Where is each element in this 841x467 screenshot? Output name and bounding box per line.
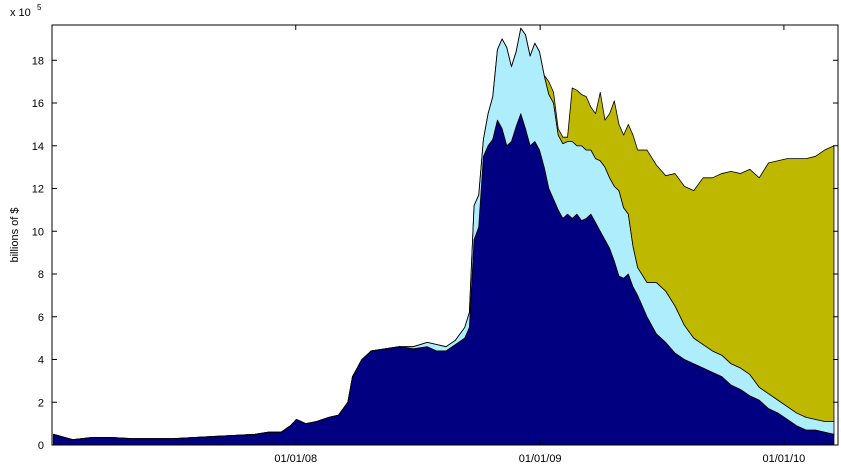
y-tick-label: 12: [32, 184, 44, 196]
x-tick-label: 01/01/09: [519, 453, 562, 465]
y-tick-label: 4: [38, 355, 44, 367]
y-tick-label: 8: [38, 269, 44, 281]
y-tick-label: 16: [32, 98, 44, 110]
y-tick-label: 10: [32, 226, 44, 238]
plot-frame: [51, 24, 839, 446]
x-tick-label: 01/01/10: [762, 453, 805, 465]
y-tick-label: 6: [38, 312, 44, 324]
y-exponent: 5: [37, 3, 42, 12]
y-tick-label: 14: [32, 141, 44, 153]
y-axis-label: billions of $: [9, 207, 21, 262]
y-tick-label: 0: [38, 440, 44, 452]
area: [52, 27, 835, 441]
x-tick-label: 01/01/08: [274, 453, 317, 465]
y-tick-label: 2: [38, 397, 44, 409]
y-exponent-base: x 10: [10, 7, 31, 19]
y-tick-label: 18: [32, 55, 44, 67]
